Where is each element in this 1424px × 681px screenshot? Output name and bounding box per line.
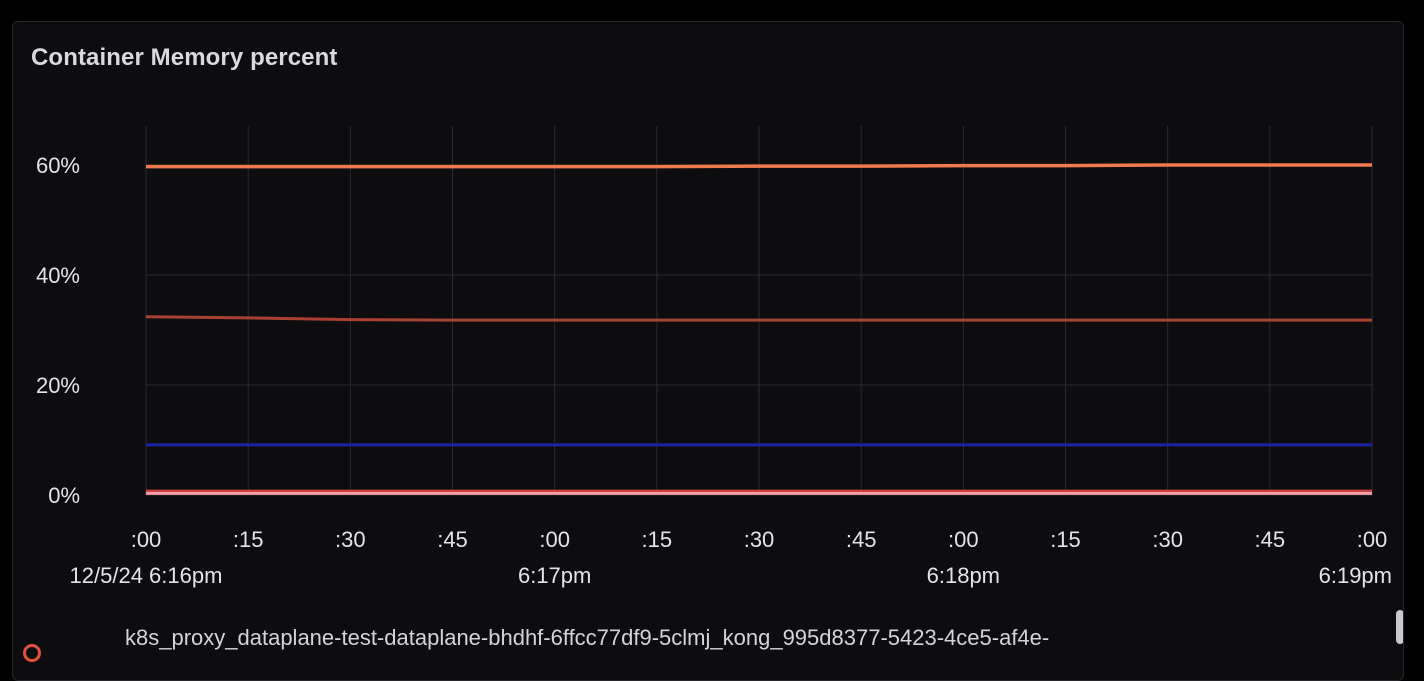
x-axis: :00 :15 :30 :45 :00 :15 :30 :45 :00 :15 :30 :45 :00 1… [70,527,1392,588]
legend-swatch-icon [23,644,41,662]
series-line-2 [145,315,1372,322]
x-tick-label: :00 [1357,527,1388,552]
x-group-label: 6:18pm [927,563,1000,588]
series-lines [145,163,1372,495]
panel-title: Container Memory percent [31,44,338,71]
y-axis: 0% 20% 40% 60% [36,153,80,508]
x-tick-label: :00 [539,527,570,552]
x-tick-label: :15 [642,527,673,552]
x-group-label: 6:17pm [518,563,591,588]
y-tick-label: 60% [36,153,80,178]
x-tick-label: :45 [846,527,877,552]
legend-item[interactable]: k8s_proxy_dataplane-test-dataplane-bhdhf… [13,622,1403,662]
x-tick-label: :30 [744,527,775,552]
x-group-label: 12/5/24 6:16pm [70,563,223,588]
line-chart: 0% 20% 40% 60% :00 :15 :30 :45 :00 :15 :30 :45 :00:… [36,126,1392,588]
y-tick-label: 20% [36,373,80,398]
x-tick-label: :15 [1050,527,1081,552]
x-tick-label: :00 [948,527,979,552]
legend-label: k8s_proxy_dataplane-test-dataplane-bhdhf… [125,625,1050,650]
legend-scrollbar[interactable] [1396,610,1403,644]
series-line-1 [146,163,1372,169]
chart-panel: Container Memory percent 0% 20% 40% 60% :00… [12,21,1404,681]
grid [145,126,1373,496]
y-tick-label: 40% [36,263,80,288]
x-tick-label: :00 [131,527,162,552]
y-tick-label: 0% [48,483,80,508]
x-tick-label: :30 [335,527,366,552]
x-group-label: 6:19pm [1319,563,1392,588]
x-tick-label: :45 [1255,527,1286,552]
x-tick-label: :30 [1152,527,1183,552]
x-tick-label: :15 [233,527,264,552]
x-tick-label: :45 [437,527,468,552]
